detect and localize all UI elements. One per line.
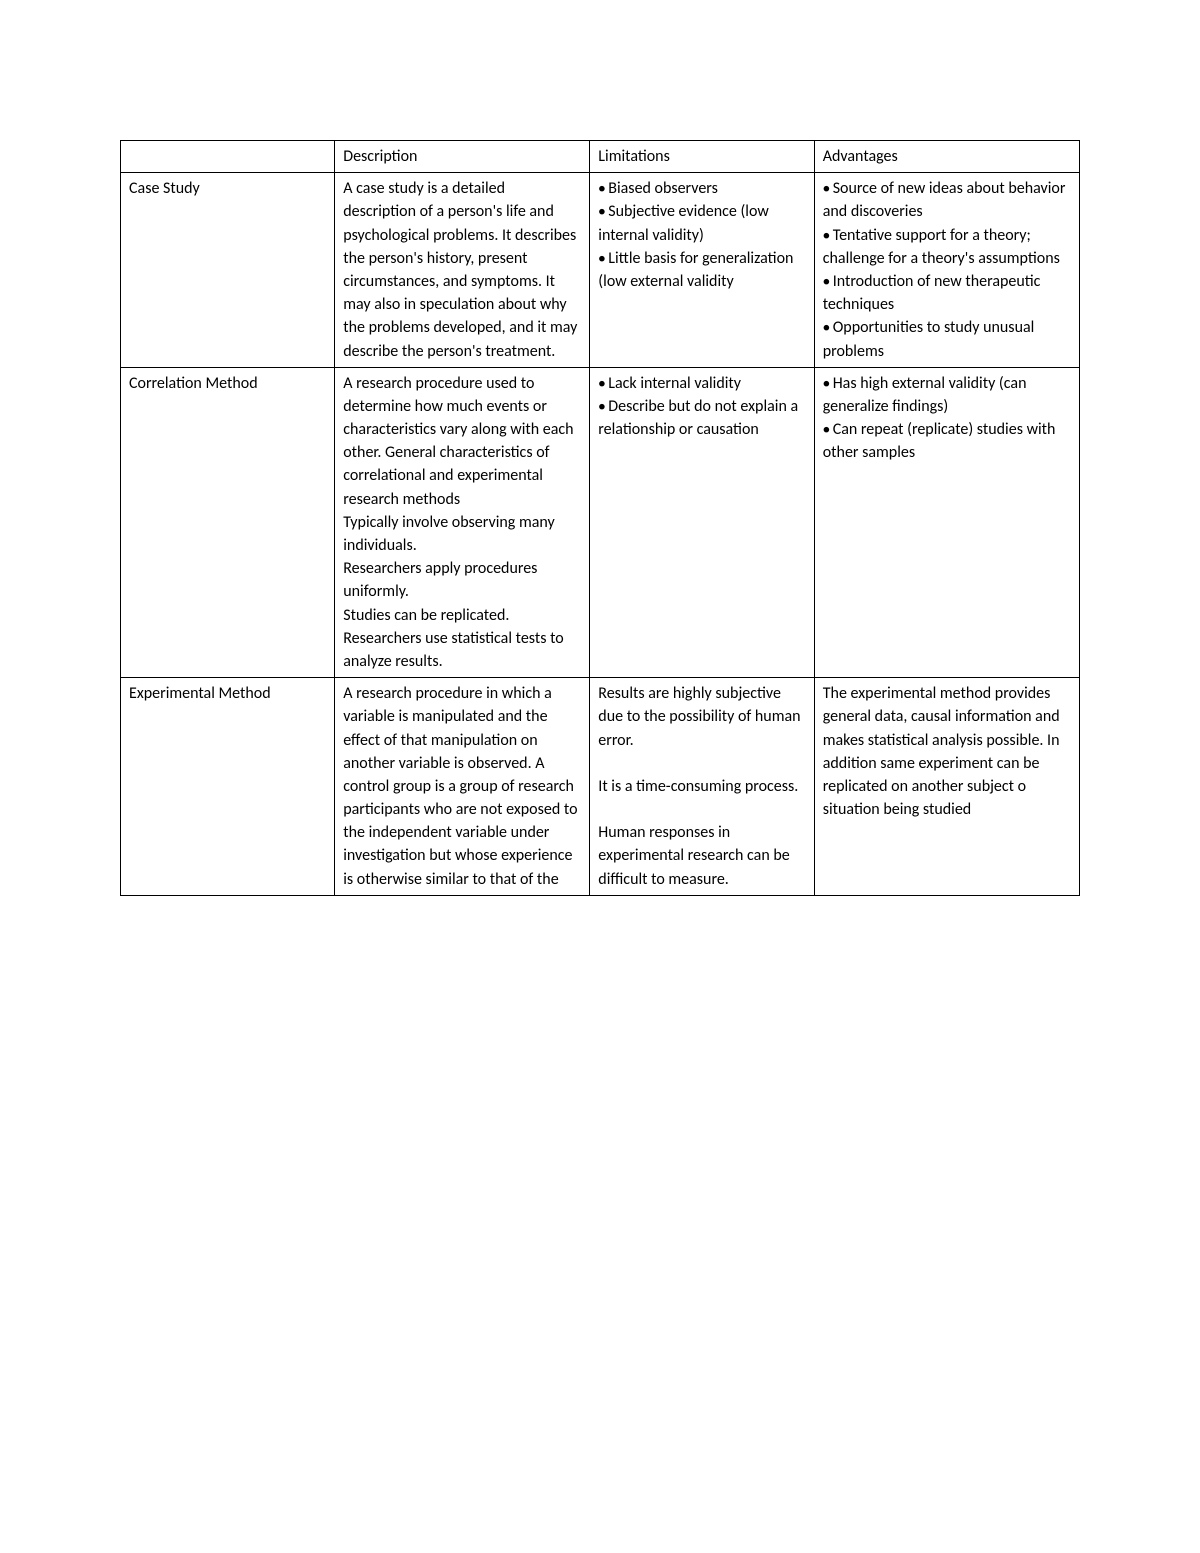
table-row: Case Study A case study is a detailed de… bbox=[121, 173, 1080, 368]
advantages-list: Source of new ideas about behavior and d… bbox=[823, 177, 1071, 363]
limitations-list: Biased observers Subjective evidence (lo… bbox=[598, 177, 805, 293]
methods-table: Description Limitations Advantages Case … bbox=[120, 140, 1080, 896]
list-item: Opportunities to study unusual problems bbox=[823, 316, 1071, 362]
list-item: Subjective evidence (low internal validi… bbox=[598, 200, 805, 246]
method-description: A case study is a detailed description o… bbox=[335, 173, 590, 368]
list-item: Biased observers bbox=[598, 177, 805, 200]
method-limitations: Results are highly subjective due to the… bbox=[590, 678, 814, 896]
method-advantages: The experimental method provides general… bbox=[814, 678, 1079, 896]
limitations-list: Lack internal validity Describe but do n… bbox=[598, 372, 805, 442]
table-header-row: Description Limitations Advantages bbox=[121, 141, 1080, 173]
header-limitations: Limitations bbox=[590, 141, 814, 173]
method-name: Case Study bbox=[121, 173, 335, 368]
list-item: Describe but do not explain a relationsh… bbox=[598, 395, 805, 441]
list-item: Source of new ideas about behavior and d… bbox=[823, 177, 1071, 223]
method-description: A research procedure in which a variable… bbox=[335, 678, 590, 896]
table-row: Experimental Method A research procedure… bbox=[121, 678, 1080, 896]
list-item: Little basis for generalization (low ext… bbox=[598, 247, 805, 293]
method-advantages: Source of new ideas about behavior and d… bbox=[814, 173, 1079, 368]
list-item: Can repeat (replicate) studies with othe… bbox=[823, 418, 1071, 464]
method-name: Correlation Method bbox=[121, 367, 335, 677]
list-item: Introduction of new therapeutic techniqu… bbox=[823, 270, 1071, 316]
page: Description Limitations Advantages Case … bbox=[0, 0, 1200, 1553]
list-item: Tentative support for a theory; challeng… bbox=[823, 224, 1071, 270]
table-row: Correlation Method A research procedure … bbox=[121, 367, 1080, 677]
advantages-list: Has high external validity (can generali… bbox=[823, 372, 1071, 465]
list-item: Has high external validity (can generali… bbox=[823, 372, 1071, 418]
method-description: A research procedure used to determine h… bbox=[335, 367, 590, 677]
header-description: Description bbox=[335, 141, 590, 173]
header-blank bbox=[121, 141, 335, 173]
list-item: Lack internal validity bbox=[598, 372, 805, 395]
method-limitations: Lack internal validity Describe but do n… bbox=[590, 367, 814, 677]
method-limitations: Biased observers Subjective evidence (lo… bbox=[590, 173, 814, 368]
header-advantages: Advantages bbox=[814, 141, 1079, 173]
method-name: Experimental Method bbox=[121, 678, 335, 896]
method-advantages: Has high external validity (can generali… bbox=[814, 367, 1079, 677]
